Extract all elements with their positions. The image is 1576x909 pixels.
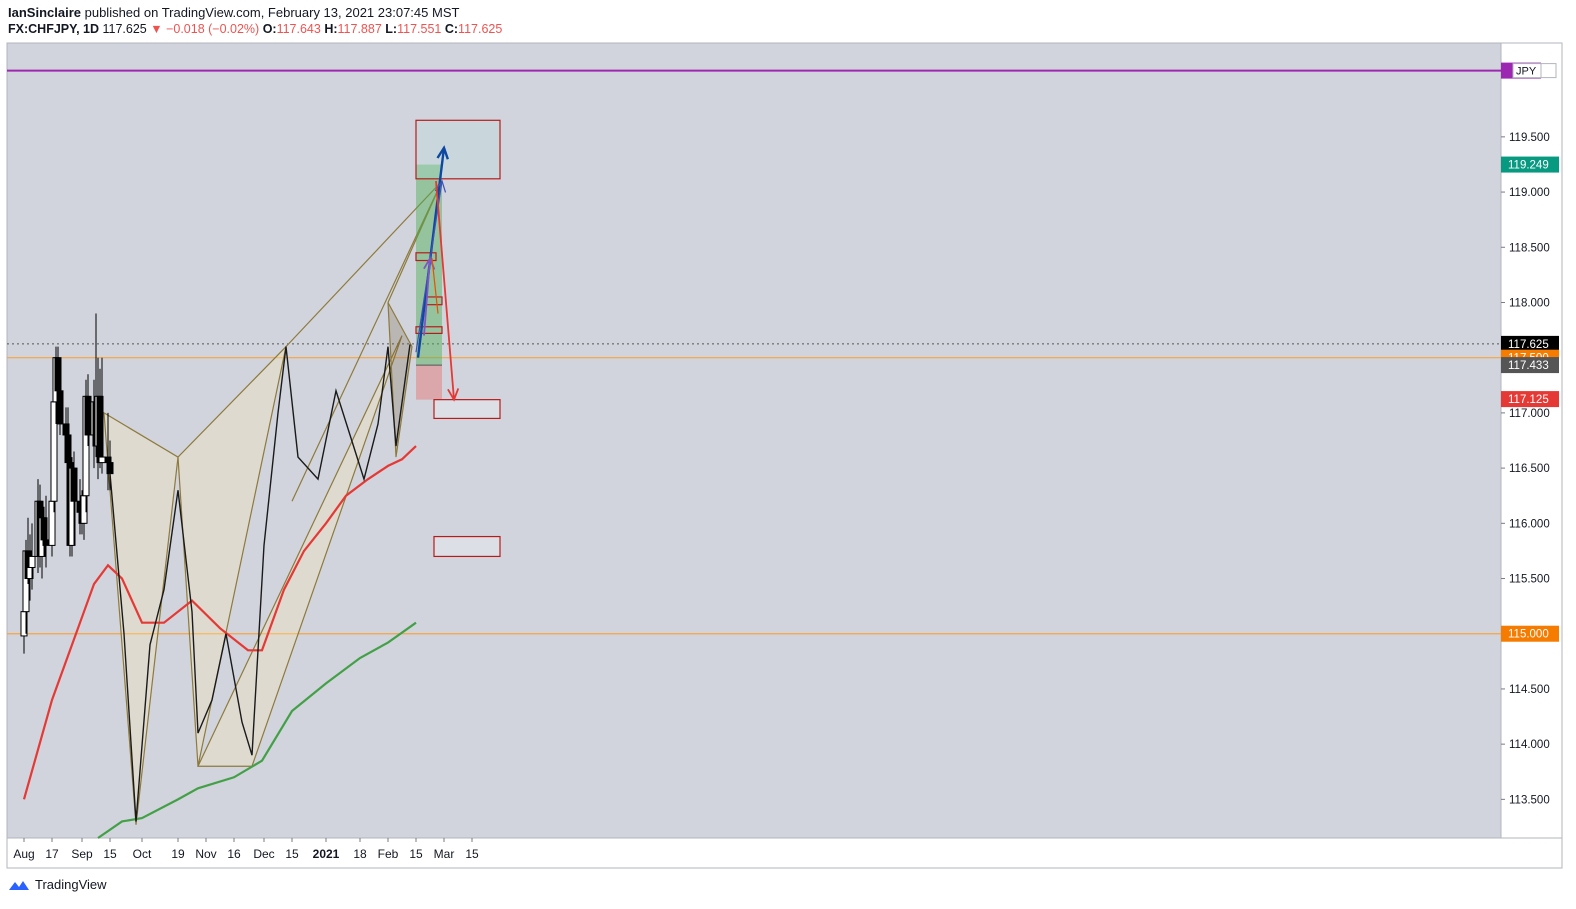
zone-box[interactable] [415,252,437,262]
time-axis[interactable] [6,837,1563,869]
price-label-text: 115.000 [1508,629,1549,641]
price-label-bg [1501,156,1559,173]
open-label: O: [262,22,277,36]
price-label-bg [1501,357,1559,374]
y-tick-label: 116.000 [1509,518,1550,530]
plot-area[interactable] [6,42,1502,839]
symbol-line: FX:CHFJPY, 1D 117.625 ▼ −0.018 (−0.02%) … [8,22,502,36]
y-tick-label: 118.500 [1509,242,1550,254]
y-tick-label: 116.500 [1509,463,1550,475]
x-tick-label: Aug [13,847,34,861]
candle-body[interactable] [56,390,64,425]
candle-body[interactable] [106,462,114,475]
pattern-triangle-cde[interactable] [197,335,403,767]
x-tick-label: 15 [103,847,117,861]
candles [20,313,114,654]
y-tick-label: 119.500 [1509,132,1550,144]
y-tick-label: 119.000 [1509,187,1550,199]
x-tick-label: 19 [171,847,185,861]
currency-badge-label: JPY [1516,66,1537,78]
x-tick-label: 15 [409,847,423,861]
currency-badge[interactable]: JPY [1501,62,1557,79]
price-axis[interactable] [1500,42,1563,839]
candle-body[interactable] [42,539,50,546]
price-label-text: 119.249 [1508,160,1549,172]
x-tick-label: 18 [353,847,367,861]
high-label: H: [324,22,338,36]
low-label: L: [385,22,398,36]
low-value: 117.551 [397,22,442,36]
price-path-line [109,344,411,822]
x-tick-label: 17 [45,847,59,861]
publish-line: IanSinclaire published on TradingView.co… [8,5,459,20]
x-tick-label: Oct [133,847,152,861]
price-label-text: 117.433 [1508,360,1549,372]
price-label-text: 117.125 [1508,394,1549,406]
y-tick-label: 115.500 [1509,574,1550,586]
zone-box[interactable] [415,326,443,334]
candle-body[interactable] [70,467,78,502]
settings-badge [1540,63,1557,79]
y-tick-label: 114.000 [1509,739,1550,751]
x-tick-label: 15 [465,847,479,861]
ma-red-line [22,445,417,800]
last-price: 117.625 [102,22,147,36]
arrow-shaft [423,258,431,336]
orange-stroke [431,258,439,314]
price-labels: 119.249117.625117.500117.433117.125115.0… [1501,156,1559,642]
arrow-head [447,388,460,402]
footer-brand-label: TradingView [35,877,107,892]
x-tick-label: Sep [71,847,93,861]
candle-body[interactable] [28,555,36,568]
supply-zone-box[interactable] [415,119,501,180]
ma-green-line [97,621,417,839]
short-arrow[interactable] [435,180,460,402]
pattern-triangle-bcd[interactable] [177,344,288,767]
candle-body[interactable] [98,456,106,464]
price-label-bg [1501,335,1559,352]
close-label: C: [444,22,459,36]
y-tick-label: 113.500 [1509,794,1550,806]
x-tick-label: 15 [285,847,299,861]
price-label-bg [1501,625,1559,642]
tradingview-logo-icon [9,880,29,890]
symbol[interactable]: FX:CHFJPY, 1D [8,22,99,36]
x-tick-label: Feb [378,847,399,861]
y-tick-label: 114.500 [1509,684,1550,696]
demand-zone-box[interactable] [433,399,501,420]
pattern-leg-top [285,180,443,348]
arrow-shaft [435,180,455,400]
candle-body[interactable] [84,395,92,436]
published-text: published on TradingView.com, February 1… [84,5,460,20]
high-value: 117.887 [337,22,382,36]
price-label-text: 117.625 [1508,339,1549,351]
x-axis-ticks: Aug 17 Sep 15 Oct 19 Nov 16 Dec 15 2021 18 Feb 15 Mar 1… [13,838,479,861]
open-value: 117.643 [276,22,321,36]
footer-brand[interactable]: TradingView [8,877,107,892]
y-tick-label: 118.000 [1509,297,1550,309]
x-tick-label: 2021 [313,847,340,861]
demand-zone-box[interactable] [433,535,501,558]
price-label-bg [1501,391,1559,408]
arrow-head [436,145,449,160]
x-tick-label: 16 [227,847,241,861]
y-tick-label: 117.000 [1509,408,1550,420]
publisher-name[interactable]: IanSinclaire [8,5,81,20]
price-change: ▼ −0.018 (−0.02%) [150,22,260,36]
pattern-leg-recent [387,180,443,303]
long-position-stop-zone[interactable] [416,365,442,400]
arrow-head [434,179,447,193]
pattern-leg-bottom [291,180,443,502]
x-tick-label: Mar [434,847,455,861]
x-tick-label: Dec [253,847,274,861]
close-value: 117.625 [458,22,503,36]
x-tick-label: Nov [195,847,216,861]
